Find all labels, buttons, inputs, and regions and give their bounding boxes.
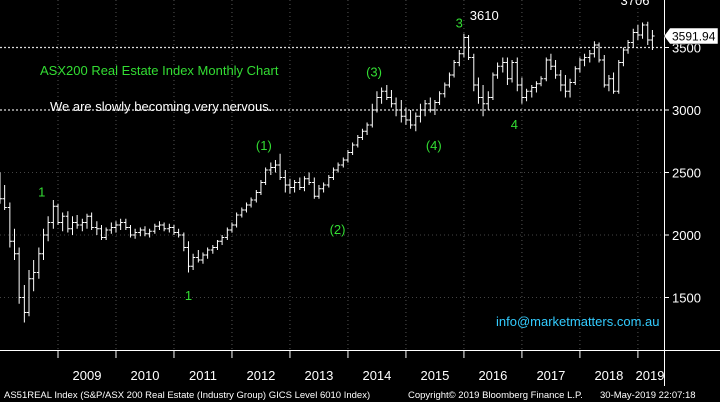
x-tick-label: 2011 (189, 368, 217, 383)
y-tick-label: 1500 (672, 291, 701, 306)
last-price-marker (663, 27, 719, 45)
reference-lines (0, 46, 664, 111)
x-tick-label: 2017 (536, 368, 565, 383)
footer-timestamp: 30-May-2019 22:07:18 (600, 390, 696, 401)
wave-annotations: 1 1 (1) (2) (3) (4) 3 3610 4 3706 (38, 0, 649, 303)
x-tick-label: 2019 (636, 368, 665, 383)
wave-label: (3) (366, 64, 382, 79)
footer-copyright: Copyright© 2019 Bloomberg Finance L.P. (408, 390, 583, 401)
last-price-label: 3591.94 (672, 30, 716, 44)
x-tick-label: 2009 (73, 368, 102, 383)
chart-subtitle: We are slowly becoming very nervous. (50, 99, 272, 114)
wave-label: 1 (38, 184, 45, 199)
axes (0, 0, 720, 386)
watermark-email: info@marketmatters.com.au (496, 314, 659, 329)
y-tick-label: 2500 (672, 166, 701, 181)
x-tick-label: 2014 (362, 368, 391, 383)
wave-label: (1) (256, 138, 272, 153)
x-tick-label: 2013 (304, 368, 333, 383)
x-tick-label: 2018 (594, 368, 623, 383)
x-tick-label: 2012 (246, 368, 275, 383)
x-axis-ticks: 2009 2010 2011 2012 2013 2014 2015 2016 2017 2018… (57, 350, 665, 383)
footer-security: AS51REAL Index (S&P/ASX 200 Real Estate … (4, 390, 370, 401)
ohlc-bars (0, 21, 655, 323)
wave-label: (2) (330, 222, 346, 237)
y-tick-label: 3000 (672, 103, 701, 118)
wave-label: 4 (511, 117, 518, 132)
wave-label: 3610 (470, 8, 499, 23)
wave-label: (4) (426, 138, 442, 153)
last-price-box: 3591.94 (663, 27, 719, 45)
wave-label: 3 (456, 16, 463, 31)
wave-label: 1 (185, 288, 192, 303)
chart-title: ASX200 Real Estate Index Monthly Chart (40, 63, 279, 78)
grid-lines (0, 0, 664, 350)
x-tick-label: 2015 (420, 368, 449, 383)
wave-label: 3706 (621, 0, 650, 8)
y-tick-label: 2000 (672, 228, 701, 243)
footer-bar (0, 386, 720, 402)
x-tick-label: 2010 (131, 368, 160, 383)
x-tick-label: 2016 (478, 368, 507, 383)
